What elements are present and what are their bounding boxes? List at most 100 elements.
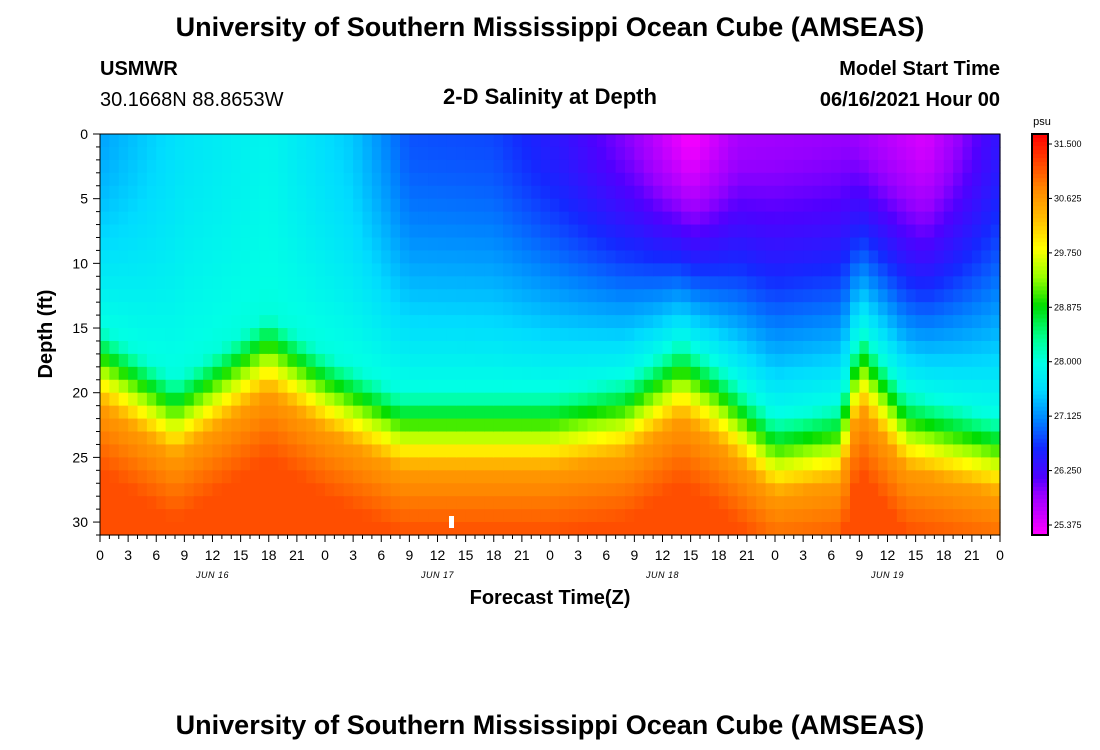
heatmap-cell bbox=[550, 483, 560, 497]
heatmap-cell bbox=[493, 302, 504, 316]
heatmap-cell bbox=[221, 470, 232, 484]
heatmap-cell bbox=[971, 379, 982, 394]
heatmap-cell bbox=[184, 134, 195, 148]
heatmap-cell bbox=[390, 496, 401, 510]
colorbar-segment bbox=[1032, 242, 1048, 247]
heatmap-cell bbox=[671, 224, 682, 239]
heatmap-cell bbox=[906, 237, 917, 252]
heatmap-cell bbox=[596, 522, 607, 536]
heatmap-cell bbox=[578, 353, 589, 368]
heatmap-cell bbox=[756, 289, 767, 303]
heatmap-cell bbox=[850, 457, 860, 471]
heatmap-cell bbox=[775, 172, 785, 187]
heatmap-cell bbox=[831, 134, 842, 148]
heatmap-cell bbox=[934, 340, 945, 355]
heatmap-cell bbox=[446, 146, 457, 161]
heatmap-cell bbox=[296, 509, 307, 523]
heatmap-cell bbox=[118, 134, 129, 148]
heatmap-cell bbox=[315, 263, 326, 277]
heatmap-cell bbox=[700, 146, 710, 161]
heatmap-cell bbox=[493, 366, 504, 381]
heatmap-cell bbox=[437, 470, 448, 484]
heatmap-cell bbox=[446, 522, 457, 536]
heatmap-cell bbox=[681, 392, 692, 407]
heatmap-cell bbox=[306, 302, 317, 316]
colorbar-segment bbox=[1032, 390, 1048, 396]
heatmap-cell bbox=[643, 418, 654, 433]
heatmap-cell bbox=[925, 405, 935, 420]
colorbar: 31.50030.62529.75028.87528.00027.12526.2… bbox=[1031, 133, 1082, 536]
heatmap-cell bbox=[118, 496, 129, 510]
colorbar-segment bbox=[1032, 450, 1048, 456]
heatmap-cell bbox=[221, 340, 232, 355]
heatmap-cell bbox=[625, 457, 635, 471]
heatmap-cell bbox=[925, 379, 935, 394]
heatmap-cell bbox=[606, 444, 617, 458]
heatmap-cell bbox=[756, 211, 767, 226]
heatmap-cell bbox=[362, 250, 373, 264]
heatmap-cell bbox=[212, 315, 223, 329]
heatmap-cell bbox=[559, 302, 570, 316]
heatmap-cell bbox=[446, 134, 457, 148]
heatmap-cell bbox=[287, 185, 298, 200]
heatmap-cell bbox=[456, 392, 467, 407]
heatmap-cell bbox=[784, 289, 795, 303]
heatmap-cell bbox=[850, 379, 860, 394]
heatmap-cell bbox=[793, 276, 804, 290]
heatmap-cell bbox=[325, 185, 335, 200]
heatmap-cell bbox=[915, 263, 926, 277]
heatmap-cell bbox=[512, 457, 523, 471]
x-tick-label: 18 bbox=[486, 547, 502, 563]
heatmap-cell bbox=[100, 237, 110, 252]
heatmap-cell bbox=[606, 496, 617, 510]
heatmap-cell bbox=[531, 405, 542, 420]
heatmap-cell bbox=[259, 340, 270, 355]
heatmap-cell bbox=[859, 315, 870, 329]
heatmap-cell bbox=[475, 379, 485, 394]
heatmap-cell bbox=[259, 289, 270, 303]
heatmap-cell bbox=[587, 431, 598, 446]
heatmap-cell bbox=[840, 263, 851, 277]
heatmap-cell bbox=[343, 250, 354, 264]
colorbar-segment bbox=[1032, 302, 1048, 308]
heatmap-cell bbox=[175, 366, 185, 381]
heatmap-cell bbox=[709, 198, 720, 213]
heatmap-cell bbox=[568, 276, 579, 290]
heatmap-cell bbox=[550, 134, 560, 148]
heatmap-cell bbox=[409, 315, 420, 329]
heatmap-cell bbox=[990, 134, 1001, 148]
heatmap-cell bbox=[634, 444, 645, 458]
heatmap-cell bbox=[718, 289, 729, 303]
heatmap-cell bbox=[521, 379, 532, 394]
heatmap-cell bbox=[250, 146, 260, 161]
heatmap-cell bbox=[240, 276, 251, 290]
heatmap-cell bbox=[334, 237, 345, 252]
heatmap-cell bbox=[615, 483, 626, 497]
heatmap-cell bbox=[400, 366, 410, 381]
heatmap-cell bbox=[643, 522, 654, 536]
heatmap-cell bbox=[371, 328, 382, 342]
heatmap-cell bbox=[390, 328, 401, 342]
heatmap-cell bbox=[362, 134, 373, 148]
heatmap-cell bbox=[596, 185, 607, 200]
heatmap-cell bbox=[240, 340, 251, 355]
heatmap-cell bbox=[906, 315, 917, 329]
heatmap-cell bbox=[437, 302, 448, 316]
heatmap-cell bbox=[896, 172, 907, 187]
heatmap-cell bbox=[118, 431, 129, 446]
heatmap-cell bbox=[100, 496, 110, 510]
heatmap-cell bbox=[756, 431, 767, 446]
heatmap-cell bbox=[315, 392, 326, 407]
heatmap-cell bbox=[962, 405, 973, 420]
heatmap-cell bbox=[400, 276, 410, 290]
heatmap-cell bbox=[821, 185, 832, 200]
heatmap-cell bbox=[962, 366, 973, 381]
heatmap-cell bbox=[437, 418, 448, 433]
heatmap-cell bbox=[381, 276, 392, 290]
heatmap-cell bbox=[334, 289, 345, 303]
heatmap-cell bbox=[287, 146, 298, 161]
heatmap-cell bbox=[221, 211, 232, 226]
heatmap-cell bbox=[100, 146, 110, 161]
heatmap-cell bbox=[868, 250, 879, 264]
heatmap-cell bbox=[662, 134, 673, 148]
